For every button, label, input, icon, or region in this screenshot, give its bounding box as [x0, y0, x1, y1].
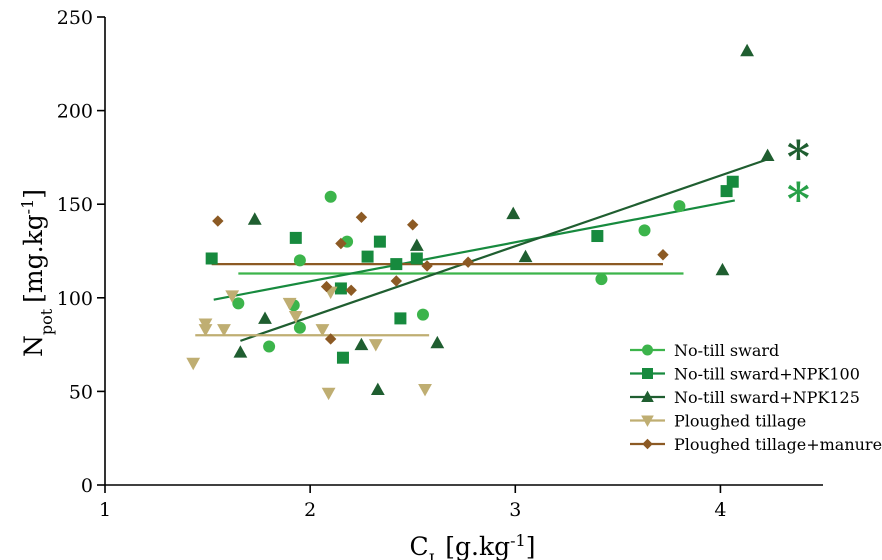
data-point-series-5	[407, 219, 419, 231]
legend-label: Ploughed tillage	[674, 412, 806, 431]
data-point-series-3	[233, 345, 248, 358]
trend-lines	[195, 158, 768, 342]
data-point-series-1	[293, 321, 306, 334]
data-point-series-4	[282, 297, 297, 311]
data-point-series-4	[225, 290, 240, 303]
data-point-series-3	[740, 43, 754, 57]
data-point-series-2	[361, 250, 374, 263]
data-point-series-1	[595, 273, 608, 286]
data-point-series-4	[288, 311, 303, 324]
data-point-series-3	[430, 335, 445, 349]
data-point-series-5	[390, 275, 403, 287]
y-tick-label: 200	[57, 101, 93, 123]
legend-marker	[642, 344, 653, 356]
x-axis-title: CL [g.kg-1]	[410, 531, 536, 560]
data-point-series-4	[217, 324, 231, 337]
data-point-series-1	[416, 308, 429, 321]
data-point-series-4	[186, 357, 201, 371]
data-point-series-2	[394, 312, 407, 325]
legend-label: No-till sward	[674, 341, 779, 360]
y-tick-label: 150	[57, 194, 93, 216]
x-tick-label: 2	[304, 499, 316, 521]
data-point-series-1	[293, 254, 306, 267]
data-point-series-2	[591, 230, 604, 243]
legend-item: No-till sward+NPK125	[630, 388, 860, 407]
legend-item: No-till sward+NPK100	[630, 365, 860, 384]
legend-marker	[641, 415, 654, 427]
data-point-series-2	[334, 282, 347, 295]
data-point-series-3	[518, 249, 533, 263]
data-point-series-1	[324, 190, 337, 203]
significance-annotations: **	[787, 132, 810, 225]
legend: No-till sward No-till sward+NPK100 No-till…	[630, 341, 882, 454]
legend-item: Ploughed tillage	[630, 412, 806, 431]
data-point-series-3	[715, 262, 730, 276]
data-point-series-5	[212, 215, 224, 227]
x-tick-label: 3	[509, 499, 521, 521]
y-axis-title: Npot[mg.kg-1]	[18, 189, 56, 357]
x-tick-label: 4	[714, 499, 726, 521]
data-point-series-2	[205, 252, 218, 265]
data-point-series-5	[657, 249, 669, 261]
data-point-series-2	[336, 351, 349, 364]
x-tick-label: 1	[99, 499, 111, 521]
legend-item: Ploughed tillage+manure	[630, 435, 882, 454]
data-point-series-3	[506, 206, 521, 220]
data-point-series-3	[409, 238, 424, 251]
legend-item: No-till sward	[630, 341, 779, 360]
data-point-series-2	[289, 231, 302, 244]
y-tick-label: 0	[81, 475, 93, 497]
significance-asterisk: *	[787, 132, 810, 183]
legend-marker	[642, 368, 653, 379]
significance-asterisk: *	[787, 174, 810, 225]
data-point-series-5	[421, 260, 433, 272]
data-point-series-2	[726, 175, 739, 188]
data-points	[186, 43, 775, 401]
axes: 0 50 100 150 200 250 1 2 3 4 CL [g.kg-1] Npot[mg.kg-…	[18, 7, 823, 560]
data-point-series-5	[462, 256, 474, 268]
data-point-series-4	[418, 384, 432, 397]
y-tick-label: 250	[57, 7, 93, 29]
y-tick-label: 50	[69, 381, 93, 403]
data-point-series-3	[247, 212, 262, 225]
data-point-series-5	[345, 284, 357, 297]
data-point-series-3	[258, 311, 272, 324]
trend-line-series-2	[213, 199, 735, 301]
data-point-series-5	[355, 211, 368, 224]
data-point-series-1	[232, 297, 245, 310]
trend-line-series-3	[240, 158, 768, 342]
legend-label: No-till sward+NPK125	[674, 388, 860, 407]
data-point-series-2	[390, 258, 403, 271]
y-tick-label: 100	[57, 288, 93, 310]
data-point-series-4	[368, 339, 383, 352]
data-point-series-4	[198, 324, 213, 337]
legend-label: Ploughed tillage+manure	[674, 435, 882, 454]
data-point-series-4	[321, 387, 336, 401]
data-point-series-2	[720, 185, 733, 198]
data-point-series-1	[638, 224, 651, 237]
data-point-series-2	[410, 252, 423, 265]
data-point-series-5	[320, 280, 333, 293]
data-point-series-3	[370, 382, 385, 396]
legend-marker	[641, 390, 654, 403]
data-point-series-3	[760, 148, 775, 162]
data-point-series-4	[315, 324, 330, 337]
data-point-series-2	[373, 235, 386, 248]
legend-marker	[642, 438, 653, 450]
data-point-series-1	[263, 340, 276, 353]
data-point-series-3	[354, 337, 369, 351]
data-point-series-1	[673, 200, 686, 213]
legend-label: No-till sward+NPK100	[674, 365, 860, 384]
data-point-series-5	[324, 333, 337, 345]
data-point-series-5	[335, 237, 347, 250]
